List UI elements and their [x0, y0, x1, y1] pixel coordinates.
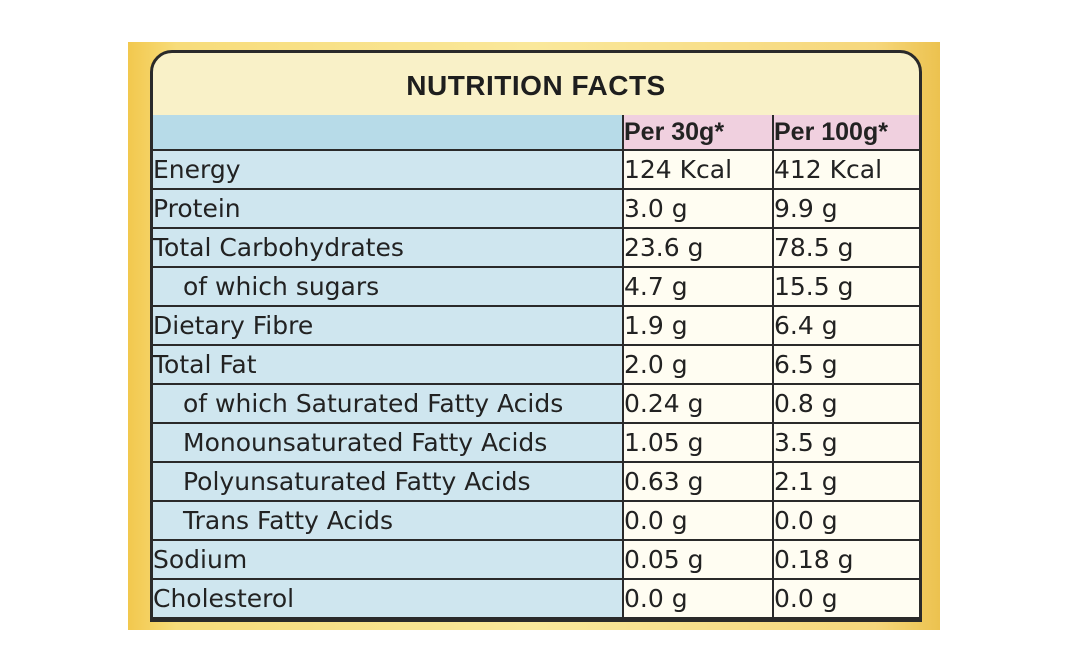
table-row: Trans Fatty Acids 0.0 g 0.0 g [153, 500, 919, 541]
table-row: Energy 124 Kcal 412 Kcal [153, 149, 919, 190]
nutrient-name: Polyunsaturated Fatty Acids [153, 461, 624, 502]
table-row: of which Saturated Fatty Acids 0.24 g 0.8 … [153, 383, 919, 424]
value-per-100g: 3.5 g [772, 422, 919, 463]
table-row: Cholesterol 0.0 g 0.0 g [153, 578, 919, 619]
nutrient-name: Trans Fatty Acids [153, 500, 624, 541]
panel-title: NUTRITION FACTS [153, 53, 919, 117]
header-blank-cell [153, 115, 624, 151]
value-per-30g: 1.05 g [622, 422, 774, 463]
table-header-row: Per 30g* Per 100g* [153, 115, 919, 151]
value-per-100g: 2.1 g [772, 461, 919, 502]
value-per-100g: 0.0 g [772, 500, 919, 541]
nutrient-name: Monounsaturated Fatty Acids [153, 422, 624, 463]
value-per-100g: 412 Kcal [772, 149, 919, 190]
value-per-30g: 0.05 g [622, 539, 774, 580]
nutrient-name: Protein [153, 188, 624, 229]
nutrient-name: Sodium [153, 539, 624, 580]
table-row: Total Fat 2.0 g 6.5 g [153, 344, 919, 385]
value-per-30g: 23.6 g [622, 227, 774, 268]
value-per-100g: 0.18 g [772, 539, 919, 580]
nutrient-name: Dietary Fibre [153, 305, 624, 346]
table-row: Polyunsaturated Fatty Acids 0.63 g 2.1 g [153, 461, 919, 502]
value-per-30g: 0.63 g [622, 461, 774, 502]
value-per-30g: 1.9 g [622, 305, 774, 346]
value-per-100g: 78.5 g [772, 227, 919, 268]
nutrition-facts-panel: NUTRITION FACTS Per 30g* Per 100g* Energ… [150, 50, 922, 622]
value-per-30g: 124 Kcal [622, 149, 774, 190]
value-per-100g: 15.5 g [772, 266, 919, 307]
value-per-100g: 6.5 g [772, 344, 919, 385]
table-row: Dietary Fibre 1.9 g 6.4 g [153, 305, 919, 346]
value-per-30g: 0.0 g [622, 500, 774, 541]
nutrient-name: Energy [153, 149, 624, 190]
table-row: of which sugars 4.7 g 15.5 g [153, 266, 919, 307]
nutrient-name: of which sugars [153, 266, 624, 307]
value-per-30g: 0.24 g [622, 383, 774, 424]
table-row: Protein 3.0 g 9.9 g [153, 188, 919, 229]
value-per-30g: 4.7 g [622, 266, 774, 307]
nutrient-name: Cholesterol [153, 578, 624, 619]
value-per-100g: 0.8 g [772, 383, 919, 424]
value-per-100g: 6.4 g [772, 305, 919, 346]
value-per-100g: 9.9 g [772, 188, 919, 229]
table-row: Sodium 0.05 g 0.18 g [153, 539, 919, 580]
nutrition-table: Per 30g* Per 100g* Energy 124 Kcal 412 Kca… [153, 115, 919, 619]
nutrient-name: Total Fat [153, 344, 624, 385]
value-per-30g: 2.0 g [622, 344, 774, 385]
value-per-30g: 0.0 g [622, 578, 774, 619]
product-package-photo: NUTRITION FACTS Per 30g* Per 100g* Energ… [128, 42, 940, 630]
nutrient-name: Total Carbohydrates [153, 227, 624, 268]
table-row: Total Carbohydrates 23.6 g 78.5 g [153, 227, 919, 268]
value-per-100g: 0.0 g [772, 578, 919, 619]
table-row: Monounsaturated Fatty Acids 1.05 g 3.5 g [153, 422, 919, 463]
header-per-30g: Per 30g* [622, 115, 774, 151]
value-per-30g: 3.0 g [622, 188, 774, 229]
header-per-100g: Per 100g* [772, 115, 919, 151]
nutrient-name: of which Saturated Fatty Acids [153, 383, 624, 424]
